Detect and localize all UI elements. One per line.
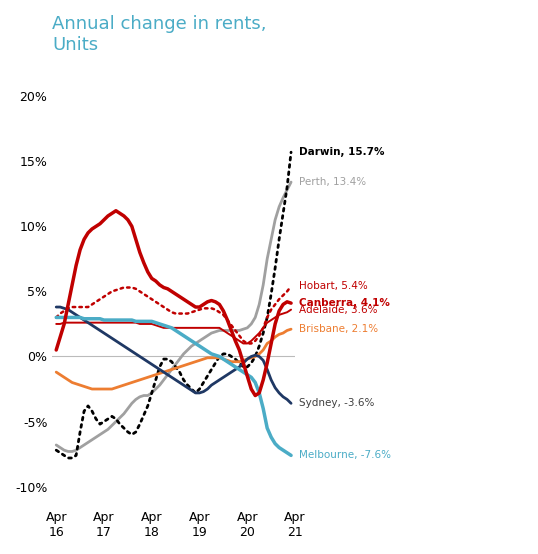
- Text: Melbourne, -7.6%: Melbourne, -7.6%: [299, 450, 391, 460]
- Text: Sydney, -3.6%: Sydney, -3.6%: [299, 398, 374, 408]
- Text: Darwin, 15.7%: Darwin, 15.7%: [299, 147, 385, 157]
- Text: Hobart, 5.4%: Hobart, 5.4%: [299, 281, 368, 291]
- Text: Brisbane, 2.1%: Brisbane, 2.1%: [299, 324, 378, 334]
- Text: Annual change in rents,
Units: Annual change in rents, Units: [52, 15, 267, 54]
- Text: Canberra, 4.1%: Canberra, 4.1%: [299, 298, 390, 308]
- Text: Perth, 13.4%: Perth, 13.4%: [299, 177, 366, 187]
- Text: Adelaide, 3.6%: Adelaide, 3.6%: [299, 305, 378, 315]
